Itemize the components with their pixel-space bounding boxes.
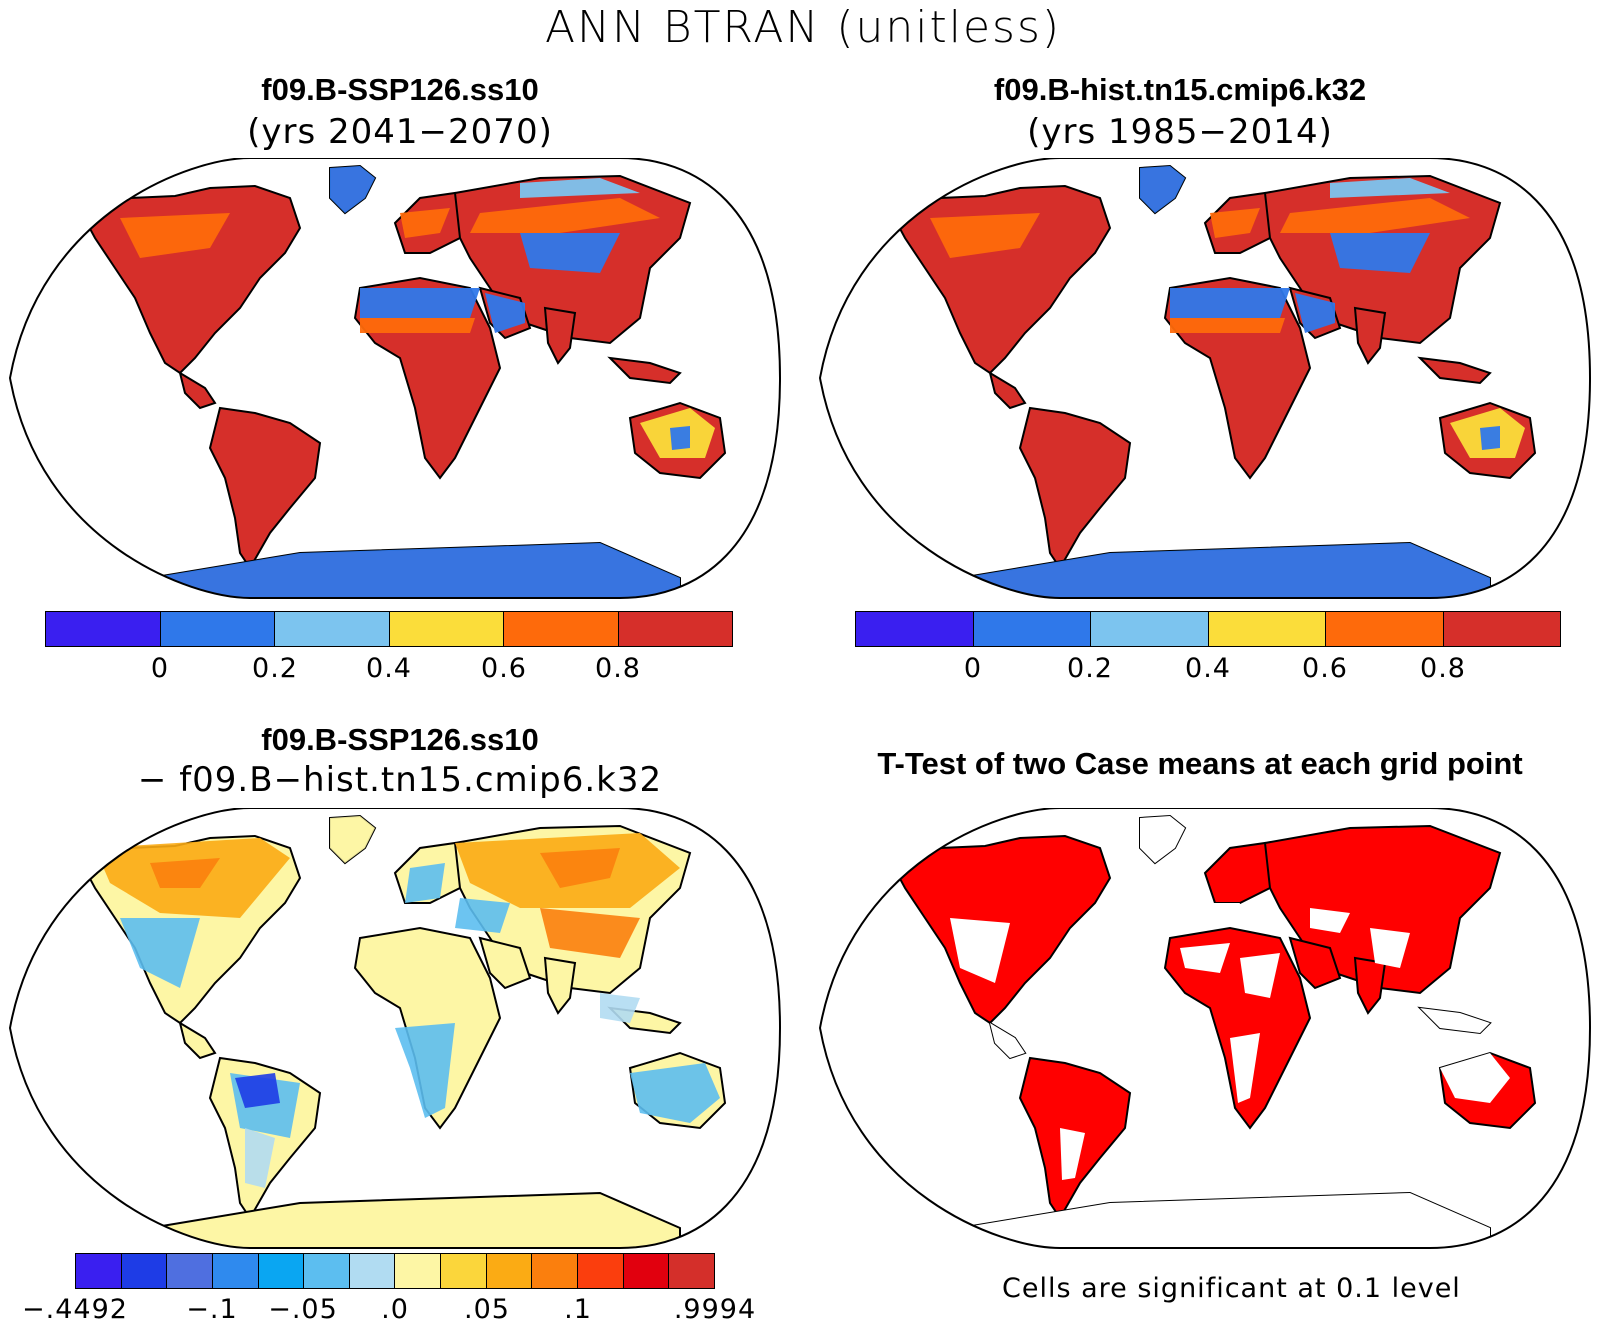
panel-1-tick: 0.8 bbox=[595, 653, 641, 684]
panel-2-colorbar bbox=[855, 611, 1561, 647]
colorbar-box bbox=[275, 612, 390, 646]
panel-1-tick: 0 bbox=[150, 653, 170, 684]
colorbar-box bbox=[504, 612, 619, 646]
colorbar-box bbox=[441, 1254, 487, 1288]
panel-3-subtitle: − f09.B−hist.tn15.cmip6.k32 bbox=[137, 760, 663, 800]
panel-1-title: f09.B-SSP126.ss10 bbox=[261, 72, 539, 107]
colorbar-box bbox=[623, 1254, 670, 1288]
panel-3-overlay bbox=[95, 816, 720, 1188]
colorbar-box bbox=[486, 1254, 533, 1288]
panel-4-map bbox=[818, 808, 1592, 1249]
panel-3-tick: .1 bbox=[564, 1294, 592, 1325]
panel-1-subtitle: (yrs 2041−2070) bbox=[247, 112, 553, 152]
panel-1-tick: 0.4 bbox=[366, 653, 412, 684]
colorbar-box bbox=[212, 1254, 259, 1288]
panel-2-subtitle: (yrs 1985−2014) bbox=[1027, 112, 1333, 152]
panel-4-note: Cells are significant at 0.1 level bbox=[1002, 1273, 1461, 1304]
panel-3-map bbox=[8, 808, 782, 1249]
colorbar-box bbox=[618, 612, 732, 646]
panel-3-title: f09.B-SSP126.ss10 bbox=[261, 722, 539, 757]
panel-2-map bbox=[818, 158, 1592, 599]
colorbar-box bbox=[1326, 612, 1444, 646]
panel-3-tick: .05 bbox=[464, 1294, 510, 1325]
colorbar-box bbox=[1443, 612, 1560, 646]
panel-3-tick: .9994 bbox=[673, 1294, 757, 1325]
colorbar-box bbox=[1208, 612, 1326, 646]
colorbar-box bbox=[578, 1254, 624, 1288]
colorbar-box bbox=[395, 1254, 442, 1288]
panel-3-tick: −.05 bbox=[268, 1294, 338, 1325]
colorbar-box bbox=[76, 1254, 122, 1288]
panel-4-gaps bbox=[950, 816, 1510, 1248]
panel-3-colorbar bbox=[75, 1253, 715, 1289]
colorbar-box bbox=[304, 1254, 350, 1288]
panel-1-map bbox=[8, 158, 782, 599]
panel-2-tick: 0 bbox=[963, 653, 983, 684]
colorbar-box bbox=[46, 612, 161, 646]
panel-3-tick: −.1 bbox=[186, 1294, 238, 1325]
colorbar-box bbox=[856, 612, 974, 646]
colorbar-box bbox=[160, 612, 275, 646]
colorbar-box bbox=[669, 1254, 714, 1288]
colorbar-box bbox=[973, 612, 1091, 646]
panel-2-title: f09.B-hist.tn15.cmip6.k32 bbox=[993, 72, 1367, 107]
panel-2-tick: 0.6 bbox=[1302, 653, 1348, 684]
colorbar-box bbox=[532, 1254, 579, 1288]
colorbar-box bbox=[121, 1254, 168, 1288]
panel-4-title: T-Test of two Case means at each grid po… bbox=[877, 746, 1523, 781]
panel-3-tick: .0 bbox=[381, 1294, 409, 1325]
colorbar-box bbox=[167, 1254, 213, 1288]
colorbar-box bbox=[258, 1254, 305, 1288]
figure-title: ANN BTRAN (unitless) bbox=[544, 2, 1062, 53]
panel-1-tick: 0.6 bbox=[481, 653, 527, 684]
panel-1-overlay bbox=[120, 166, 715, 598]
panel-4-land bbox=[889, 815, 1536, 1248]
colorbar-box bbox=[349, 1254, 396, 1288]
panel-1-tick: 0.2 bbox=[252, 653, 298, 684]
panel-3-tick: −.4492 bbox=[22, 1294, 128, 1325]
colorbar-box bbox=[389, 612, 504, 646]
panel-2-tick: 0.8 bbox=[1420, 653, 1466, 684]
panel-1-colorbar bbox=[45, 611, 733, 647]
panel-2-overlay bbox=[930, 166, 1525, 598]
colorbar-box bbox=[1091, 612, 1209, 646]
panel-2-tick: 0.2 bbox=[1067, 653, 1113, 684]
panel-2-tick: 0.4 bbox=[1185, 653, 1231, 684]
